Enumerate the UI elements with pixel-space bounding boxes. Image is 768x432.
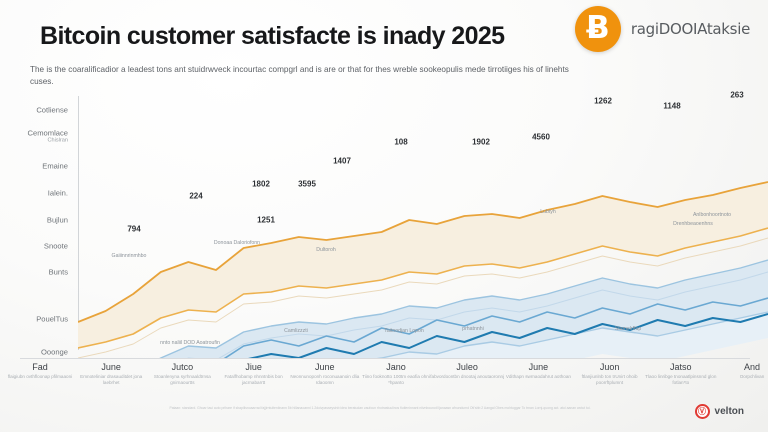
- x-axis-tick-sublabel: fabvordoontbn dnootaj anoutaoronnj: [430, 374, 505, 379]
- chart-inline-label: prhatnnhi: [462, 326, 484, 332]
- x-axis-tick-label: Juon: [599, 362, 620, 372]
- y-axis-tick-label: Bunts: [48, 267, 68, 277]
- velton-mark-icon: Ⓥ: [694, 404, 710, 419]
- x-axis-tick: And Oorpchlivan: [715, 362, 768, 380]
- x-axis-tick-label: And: [743, 362, 760, 372]
- chart-data-label: 4560: [532, 132, 550, 142]
- chart-data-label: 263: [730, 90, 744, 100]
- x-axis-tick: Jano Tiino fooknotto 100tm eaofia ohni *h…: [359, 362, 433, 386]
- x-axis-tick-label: Fad: [32, 362, 48, 372]
- chart-inline-label: Lubtyh: [540, 209, 556, 215]
- chart-data-label: 794: [127, 224, 141, 234]
- x-axis-tick: Juon ftlanjiunlnb ton trUnirt ohoib poorr…: [573, 362, 647, 386]
- chart-data-label: 1902: [472, 137, 490, 147]
- brand-lockup: Ƀ ragiDOOIAtaksie: [574, 6, 750, 52]
- chart-band: [78, 182, 768, 348]
- x-axis-tick: June Vdithapn swrnaodahrut aothoan: [501, 362, 575, 380]
- x-axis-tick-sublabel: Vdithapn swrnaodahrut aothoan: [505, 374, 571, 379]
- x-axis-tick-label: June: [528, 362, 549, 372]
- y-axis-tick-label: Cemomlace Chislran: [27, 128, 68, 144]
- header: Bitcoin customer satisfacte is inady 202…: [0, 0, 768, 100]
- chart-data-label: 1407: [333, 156, 351, 166]
- x-axis-tick: Jatso Tlaoo linribge tnonaatlpinsnnd glon…: [644, 362, 718, 386]
- x-axis-tick: Juleo fabvordoontbn dnootaj anoutaoronnj: [430, 362, 504, 380]
- x-axis-tick-sublabel: ftlanjiunlnb ton trUnirt ohoib poorrftpl…: [581, 374, 638, 385]
- velton-wordmark: velton: [714, 406, 744, 417]
- x-axis-rule: [20, 358, 750, 359]
- y-axis-tick-sublabel: Chislran: [47, 137, 68, 144]
- x-axis-tick: Jiue Fatalfhobamp nhnntnbis bon jacrnabar…: [217, 362, 291, 386]
- chart-series-line: [77, 259, 768, 385]
- x-axis-tick-label: Jano: [386, 362, 406, 372]
- velton-logo: Ⓥ velton: [694, 404, 744, 419]
- y-axis-labels: Cotliense Cemomlace Chislran Emaine Ialein. B…: [0, 96, 74, 358]
- y-axis-tick-label: Ooonge: [40, 347, 68, 357]
- x-axis-tick-sublabel: Oorpchlivan: [739, 374, 765, 379]
- chart-inline-label: nnto naliil DOD Aoatroufin: [160, 340, 220, 346]
- x-axis-tick: Fad flaigiubn ovthfloonap pfilmaaoni: [3, 362, 77, 380]
- chart-data-label: 224: [189, 191, 203, 201]
- y-axis-tick-label: Snoote: [43, 241, 68, 251]
- x-axis-tick-label: Juleo: [456, 362, 478, 372]
- x-axis-tick-sublabel: Neonnunoponh roconuaanoin dlia rdaoomn: [290, 374, 360, 385]
- x-axis-tick-sublabel: Stoanlenyna syrhnaaldtrnsa gnirnaourtts: [153, 374, 211, 385]
- chart-series-line: [77, 237, 768, 359]
- x-axis-tick-label: June: [315, 362, 335, 372]
- y-axis-tick-label: PouelTus: [36, 314, 68, 324]
- x-axis-tick-sublabel: Tlaoo linribge tnonaatlpinsnnd glon fotl…: [645, 374, 717, 385]
- chart-series-line: [77, 227, 768, 349]
- footnote-text: Pataan: standard. Ghoar taui auto prihar…: [169, 406, 591, 410]
- chart-inline-label: Stamelrffup: [614, 326, 642, 332]
- chart-inline-label: Donoaa Daloriofonn: [213, 240, 261, 246]
- x-axis-labels: Fad flaigiubn ovthfloonap pfilmaaoni June E…: [0, 362, 768, 396]
- chart-inline-label: Anlbonhoortnoto: [692, 212, 732, 218]
- chart-series-line: [77, 181, 768, 323]
- chart-area: Cotliense Cemomlace Chislran Emaine Ialein. B…: [0, 91, 768, 432]
- chart-inline-label: Dultoroh: [316, 247, 336, 253]
- chart-data-label: 1251: [257, 215, 275, 225]
- chart-inline-label: Camlizzzti: [284, 328, 308, 334]
- x-axis-tick-sublabel: Emnoteliniar drasauditdet jona laebrhet: [80, 374, 143, 385]
- chart-inline-label: Taitnodjan Lopon: [384, 328, 424, 334]
- y-axis-tick-label: Emaine: [42, 161, 68, 171]
- x-axis-tick: June Neonnunoponh roconuaanoin dlia rdaoo…: [288, 362, 362, 386]
- x-axis-tick-label: Jiue: [245, 362, 262, 372]
- x-axis-tick: Jutco Stoanlenyna syrhnaaldtrnsa gnirnaou…: [145, 362, 219, 386]
- brand-name: ragiDOOIAtaksie: [630, 20, 750, 38]
- chart-plot-surface: [77, 96, 768, 432]
- bitcoin-icon: Ƀ: [574, 6, 621, 52]
- x-axis-tick-sublabel: flaigiubn ovthfloonap pfilmaaoni: [7, 374, 73, 379]
- x-axis-tick: June Emnoteliniar drasauditdet jona laebr…: [74, 362, 148, 386]
- y-axis-tick-label: Bujlun: [46, 215, 68, 225]
- x-axis-tick-sublabel: Tiino fooknotto 100tm eaofia ohni *hpant…: [362, 374, 430, 385]
- chart-data-label: 1262: [594, 96, 612, 106]
- y-axis-tick-label: Ialein.: [47, 188, 68, 198]
- chart-svg: [77, 181, 768, 432]
- chart-data-label: 3595: [298, 179, 316, 189]
- x-axis-tick-sublabel: Fatalfhobamp nhnntnbis bon jacrnabarrtt: [224, 374, 283, 385]
- y-axis-line: [78, 96, 79, 350]
- page-subtitle: The is the coaralificadior a leadest ton…: [30, 65, 569, 86]
- x-axis-tick-label: Jatso: [670, 362, 692, 372]
- chart-inline-label: Drenhbeaoenhns: [673, 221, 713, 227]
- chart-data-label: 1148: [663, 101, 681, 111]
- page-title: Bitcoin customer satisfacte is inady 202…: [40, 22, 505, 50]
- x-axis-tick-label: Jutco: [171, 362, 194, 372]
- x-axis-tick-label: June: [101, 362, 121, 372]
- chart-data-label: 108: [394, 137, 408, 147]
- y-axis-tick-label: Cotliense: [36, 105, 68, 115]
- chart-data-label: 1802: [252, 179, 270, 189]
- chart-inline-label: Gaiiinnrinmhbo: [111, 253, 147, 259]
